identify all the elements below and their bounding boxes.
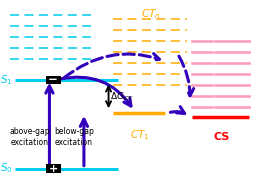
Text: $S_1$: $S_1$ bbox=[0, 73, 12, 87]
Text: −: − bbox=[48, 73, 58, 86]
Bar bbox=[46, 76, 60, 84]
Text: $\Delta G_{CT}$: $\Delta G_{CT}$ bbox=[110, 90, 134, 103]
Text: CS: CS bbox=[214, 132, 230, 142]
Text: +: + bbox=[49, 164, 58, 174]
Text: $S_0$: $S_0$ bbox=[0, 162, 12, 176]
Text: $CT_n$: $CT_n$ bbox=[141, 7, 160, 21]
Text: below-gap
excitation: below-gap excitation bbox=[54, 127, 94, 147]
Text: $CT_1$: $CT_1$ bbox=[130, 128, 149, 142]
Bar bbox=[46, 164, 60, 173]
Text: above-gap
excitation: above-gap excitation bbox=[9, 127, 50, 147]
